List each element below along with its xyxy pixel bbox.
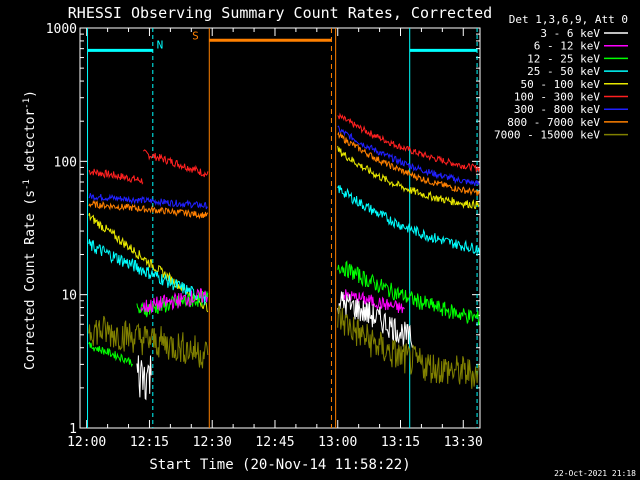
- x-tick-label: 12:00: [67, 435, 106, 450]
- y-axis-label-sup1: -1: [22, 179, 32, 190]
- annotation-label: S: [192, 29, 199, 42]
- y-axis-label-part2: detector: [23, 109, 38, 180]
- axes: 1 10 100 1000 12:00 12:15 12:30 12:45 13:00 13:15…: [46, 22, 483, 450]
- annotation-label: N: [157, 39, 164, 52]
- y-axis-label-sup2: -1: [22, 98, 32, 109]
- legend-entry: 25 - 50 keV: [527, 65, 600, 78]
- y-axis-label: Corrected Count Rate (s-1 detector-1): [22, 90, 38, 370]
- legend-entry: 3 - 6 keV: [540, 27, 600, 40]
- legend-entry: 50 - 100 keV: [521, 78, 601, 91]
- series-line-3-6kev: [136, 355, 152, 401]
- y-tick-label: 1000: [46, 22, 77, 37]
- x-tick-label: 13:30: [444, 435, 483, 450]
- legend-entry: 800 - 7000 keV: [507, 116, 600, 129]
- y-tick-label: 100: [54, 155, 77, 170]
- x-tick-label: 12:15: [130, 435, 169, 450]
- series-line-800-7000kev: [337, 131, 480, 196]
- series-line-25-50kev: [88, 239, 209, 306]
- series-line-7000-15000kev: [337, 305, 480, 389]
- series-line-25-50kev: [337, 185, 480, 255]
- legend-entry: 12 - 25 keV: [527, 52, 600, 65]
- series-line-300-800kev: [88, 193, 208, 210]
- series-line-300-800kev: [337, 125, 480, 187]
- render-timestamp: 22-Oct-2021 21:18: [554, 469, 636, 478]
- y-tick-label: 10: [61, 289, 77, 304]
- plot-frame: [79, 27, 481, 429]
- y-axis-label-part1: Corrected Count Rate (s: [23, 190, 38, 370]
- legend-entry: 100 - 300 keV: [514, 91, 600, 104]
- series-line-6-12kev: [341, 289, 405, 314]
- series-line-12-25kev: [337, 260, 480, 326]
- y-tick-label: 1: [69, 422, 77, 437]
- series-line-7000-15000kev: [88, 315, 209, 369]
- series-line-800-7000kev: [88, 200, 209, 220]
- series-line-100-300kev: [337, 112, 480, 174]
- chart-title: RHESSI Observing Summary Count Rates, Co…: [68, 4, 492, 22]
- series-line-100-300kev: [142, 149, 209, 178]
- y-axis-label-part3: ): [23, 90, 38, 98]
- legend-header: Det 1,3,6,9, Att 0: [509, 13, 628, 26]
- series-line-50-100kev: [337, 145, 480, 210]
- series-line-12-25kev: [88, 341, 133, 368]
- series-layer: [88, 112, 480, 401]
- legend-entry: 7000 - 15000 keV: [494, 129, 600, 142]
- series-line-3-6kev: [337, 291, 413, 348]
- x-axis-label: Start Time (20-Nov-14 11:58:22): [149, 457, 410, 473]
- x-tick-label: 13:15: [381, 435, 420, 450]
- x-tick-label: 12:45: [255, 435, 294, 450]
- series-line-50-100kev: [88, 212, 209, 313]
- x-tick-label: 12:30: [193, 435, 232, 450]
- legend-entry: 6 - 12 keV: [534, 40, 601, 53]
- x-tick-label: 13:00: [318, 435, 357, 450]
- series-line-100-300kev: [88, 168, 144, 185]
- series-line-6-12kev: [140, 288, 208, 314]
- legend-entry: 300 - 800 keV: [514, 103, 600, 116]
